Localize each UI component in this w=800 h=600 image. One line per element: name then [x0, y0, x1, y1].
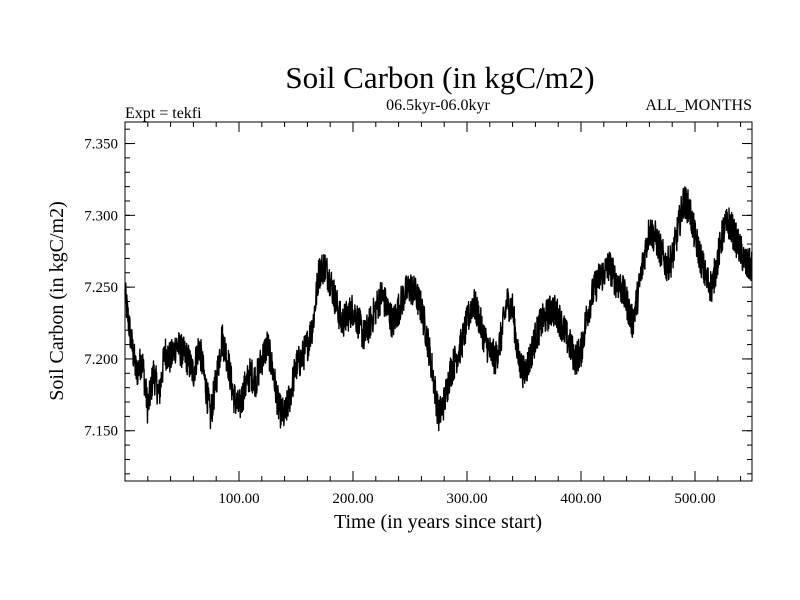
- y-tick-label: 7.350: [84, 137, 118, 153]
- x-tick-label: 300.00: [446, 491, 487, 507]
- x-tick-label: 200.00: [332, 491, 373, 507]
- y-tick-label: 7.250: [84, 280, 118, 296]
- y-axis-label: Soil Carbon (in kgC/m2): [46, 201, 68, 400]
- axis-ticks: [125, 122, 752, 481]
- series-line-soil-carbon: [124, 186, 753, 432]
- y-tick-label: 7.150: [84, 424, 118, 440]
- x-tick-label: 400.00: [560, 491, 601, 507]
- chart-subtitle: 06.5kyr-06.0kyr: [386, 97, 490, 114]
- x-tick-label: 100.00: [218, 491, 259, 507]
- y-tick-label: 7.200: [84, 352, 118, 368]
- y-tick-label: 7.300: [84, 208, 118, 224]
- chart-title: Soil Carbon (in kgC/m2): [285, 60, 594, 95]
- x-tick-label: 500.00: [674, 491, 715, 507]
- experiment-label: Expt = tekfi: [125, 105, 202, 122]
- x-axis-label: Time (in years since start): [334, 511, 542, 533]
- months-label: ALL_MONTHS: [645, 97, 752, 114]
- axis-tick-labels: 100.00 200.00 300.00 400.00 500.00 7.150 7.200…: [84, 137, 715, 507]
